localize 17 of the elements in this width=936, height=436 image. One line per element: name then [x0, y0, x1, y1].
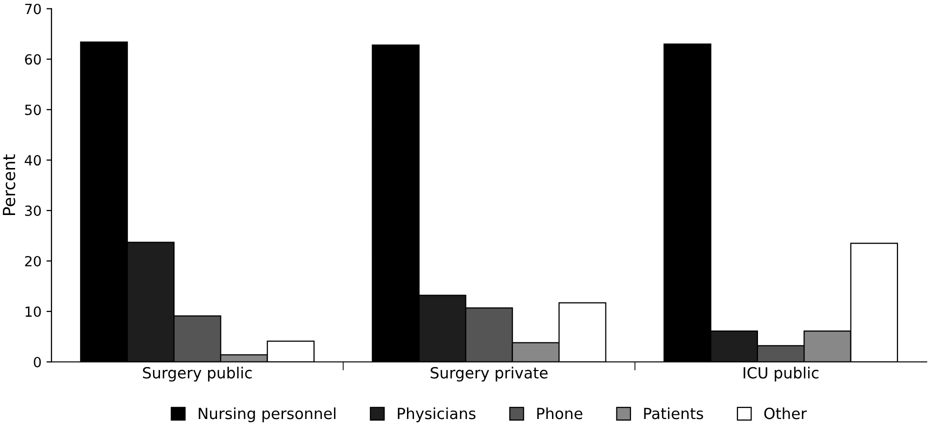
- x-tick-label: ICU public: [744, 366, 818, 382]
- y-tick-label: 40: [24, 155, 41, 166]
- y-tick-label: 10: [26, 306, 41, 317]
- y-tick-label: 0: [34, 356, 41, 368]
- legend-label: Physicians: [398, 407, 476, 422]
- x-tick-label: Surgery private: [430, 366, 548, 382]
- y-tick-label: 60: [25, 54, 41, 65]
- y-tick-label: 50: [25, 104, 41, 116]
- x-tick-label: Surgery public: [143, 366, 252, 382]
- y-axis-title: Percent: [2, 154, 16, 216]
- legend-label: Patients: [644, 407, 704, 420]
- legend-label: Other: [764, 407, 807, 420]
- y-tick-label: 70: [25, 4, 41, 14]
- legend-label: Nursing personnel: [198, 407, 336, 422]
- y-tick-label: 30: [25, 205, 41, 216]
- y-tick-label: 20: [25, 256, 41, 266]
- legend-label: Phone: [537, 407, 582, 420]
